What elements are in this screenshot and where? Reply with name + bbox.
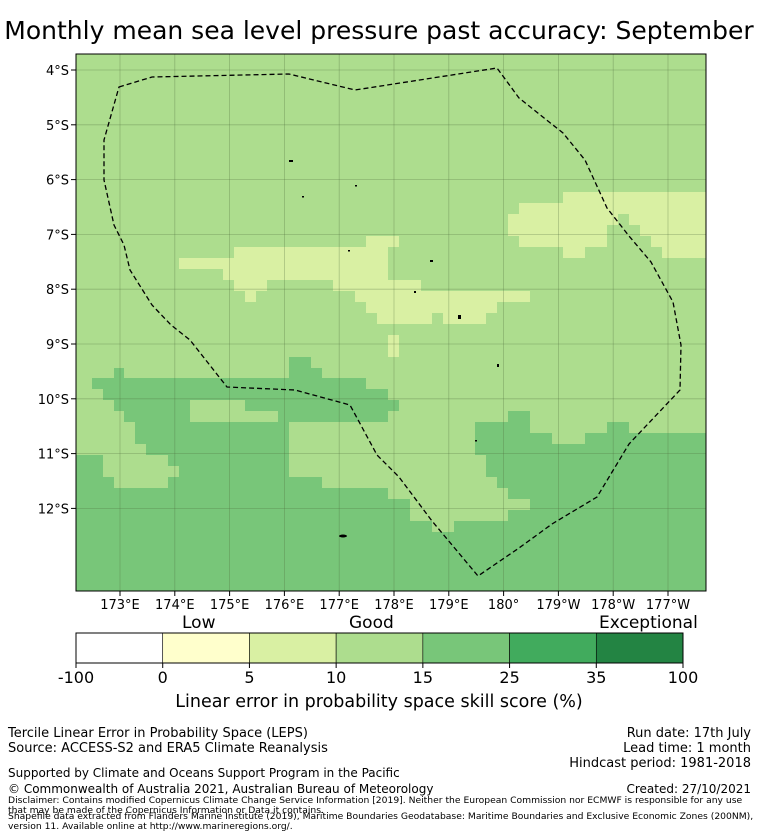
footer-support: Supported by Climate and Oceans Support … bbox=[8, 766, 400, 780]
colorbar-tick-label: 25 bbox=[499, 668, 519, 687]
lon-label: 179°E bbox=[429, 598, 469, 613]
footer-copyright: © Commonwealth of Australia 2021, Austra… bbox=[8, 782, 434, 796]
footer-source: Source: ACCESS-S2 and ERA5 Climate Reana… bbox=[8, 741, 328, 756]
region-good-low-central bbox=[179, 236, 530, 324]
footer-shapefile-1: Shapefile data extracted from Flanders M… bbox=[8, 811, 754, 822]
islands bbox=[289, 160, 499, 538]
lon-label: 176°E bbox=[265, 598, 305, 613]
colorbar-category-exceptional: Exceptional bbox=[599, 613, 698, 633]
region-good-low-east bbox=[508, 192, 706, 258]
colorbar-tick-label: -100 bbox=[58, 668, 94, 687]
lon-label: 177°W bbox=[646, 598, 690, 613]
footer-run-date: Run date: 17th July bbox=[626, 726, 751, 741]
colorbar-tick-label: 0 bbox=[158, 668, 168, 687]
map-frame bbox=[75, 53, 707, 592]
lat-label: 5°S bbox=[46, 119, 69, 134]
footer-disclaimer-2: that may be made of the Copernicus Infor… bbox=[8, 805, 324, 816]
lat-label: 8°S bbox=[46, 283, 69, 298]
lon-label: 178°W bbox=[591, 598, 635, 613]
colorbar-swatch bbox=[509, 632, 597, 664]
colorbar-swatch bbox=[335, 632, 424, 664]
colorbar-tick-label: 15 bbox=[413, 668, 433, 687]
lon-label: 175°E bbox=[210, 598, 250, 613]
footer-lead-time: Lead time: 1 month bbox=[623, 741, 751, 756]
colorbar-category-good: Good bbox=[349, 613, 394, 633]
footer-hindcast: Hindcast period: 1981-2018 bbox=[569, 756, 751, 771]
lon-label: 173°E bbox=[100, 598, 140, 613]
footer-leps: Tercile Linear Error in Probability Spac… bbox=[8, 726, 308, 741]
eez-boundary bbox=[103, 67, 682, 577]
lon-label: 178°E bbox=[374, 598, 414, 613]
colorbar-label: Linear error in probability space skill … bbox=[175, 692, 583, 712]
lat-label: 9°S bbox=[46, 338, 69, 353]
colorbar-swatch bbox=[595, 632, 684, 664]
lat-label: 4°S bbox=[46, 64, 69, 79]
footer-disclaimer-1: Disclaimer: Contains modified Copernicus… bbox=[8, 795, 743, 806]
map-gridlines bbox=[76, 54, 706, 591]
lon-label: 177°E bbox=[319, 598, 359, 613]
colorbar-swatch bbox=[422, 632, 510, 664]
colorbar-tick-label: 35 bbox=[586, 668, 606, 687]
lat-label: 11°S bbox=[38, 448, 69, 463]
lat-label: 10°S bbox=[38, 393, 69, 408]
colorbar-swatch bbox=[75, 632, 164, 664]
map-title: Monthly mean sea level pressure past acc… bbox=[4, 16, 754, 45]
region-good-high-inset bbox=[190, 400, 245, 422]
latitude-labels: 4°S 5°S 6°S 7°S 8°S 9°S 10°S 11°S 12°S bbox=[38, 64, 76, 517]
lon-label: 179°W bbox=[536, 598, 580, 613]
lat-label: 12°S bbox=[38, 502, 69, 517]
lon-label: 174°E bbox=[155, 598, 195, 613]
longitude-labels: 173°E 174°E 175°E 176°E 177°E 178°E 179°E 180° 1… bbox=[100, 591, 690, 613]
colorbar-tick-label: 10 bbox=[326, 668, 346, 687]
colorbar-swatch bbox=[249, 632, 337, 664]
lon-label: 180° bbox=[488, 598, 519, 613]
lat-label: 6°S bbox=[46, 174, 69, 189]
lat-label: 7°S bbox=[46, 228, 69, 243]
colorbar-category-low: Low bbox=[182, 613, 216, 633]
footer-shapefile-2: version 11. Available online at http://w… bbox=[8, 821, 293, 832]
colorbar-tick-label: 100 bbox=[668, 668, 699, 687]
footer-created: Created: 27/10/2021 bbox=[626, 782, 751, 796]
colorbar-tick-label: 5 bbox=[244, 668, 254, 687]
colorbar-swatch bbox=[162, 632, 250, 664]
region-good-low-islet bbox=[388, 335, 399, 357]
colorbar-frame bbox=[75, 632, 684, 664]
colorbar: -100 0 5 10 15 25 35 100 bbox=[58, 632, 699, 687]
